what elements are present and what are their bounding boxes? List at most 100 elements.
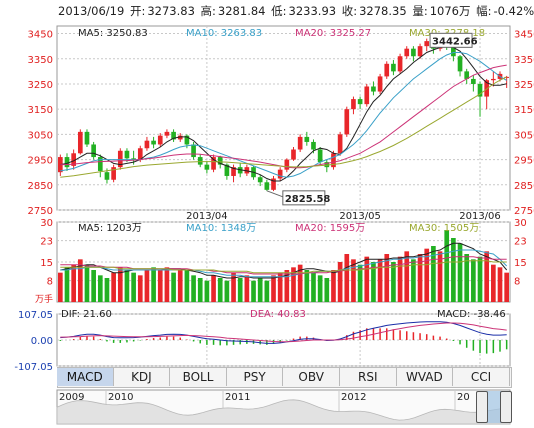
candle-body (211, 157, 216, 170)
volume-bar (244, 275, 250, 302)
candle-body (177, 135, 183, 140)
macd-value-label: MACD: -38.46 (437, 309, 506, 320)
tab-macd[interactable]: MACD (57, 368, 114, 386)
candle-body (337, 134, 343, 154)
volume-bar (404, 251, 410, 302)
macd-axis-tick: 0.00 (31, 336, 53, 347)
volume-bar (124, 270, 130, 302)
volume-bar (504, 272, 510, 302)
volume-bar (417, 254, 423, 302)
candle-body (284, 159, 290, 170)
volume-bar (331, 270, 336, 302)
candle-body (231, 167, 236, 176)
overview-year-label: 2010 (108, 392, 133, 403)
high-label: 高: (200, 4, 216, 18)
price-axis-tick-right: 3250 (514, 80, 534, 91)
volume-bar (431, 246, 436, 302)
candle-body (117, 150, 123, 168)
volume-bar (317, 275, 323, 302)
tab-kdj[interactable]: KDJ (114, 368, 171, 386)
candle-body (264, 182, 270, 190)
price-ma5-line (60, 45, 507, 182)
tab-boll[interactable]: BOLL (170, 368, 227, 386)
candle-body (451, 46, 456, 57)
price-ma-legend: MA5: 3250.83 (78, 28, 148, 39)
candle-body (331, 153, 336, 168)
volume-axis-tick-right: 8 (514, 277, 520, 288)
high-marker-box (429, 32, 473, 48)
overview-year-label: 20 (457, 392, 470, 403)
volume-bar (497, 267, 503, 302)
tab-wvad[interactable]: WVAD (397, 368, 454, 386)
candle-body (224, 164, 230, 176)
candle-body (97, 157, 103, 171)
volume-bar (371, 262, 376, 302)
candle-body (197, 157, 203, 165)
volume-ma-legend: MA5: 1203万 (78, 223, 142, 234)
volume-bar (491, 264, 496, 302)
price-axis-tick-right: 3150 (514, 105, 534, 116)
tab-psy[interactable]: PSY (227, 368, 284, 386)
candle-body (297, 136, 303, 150)
candle-body (424, 41, 430, 47)
candle-body (371, 86, 376, 92)
volume-bar (477, 256, 483, 302)
volume-bar (77, 259, 83, 302)
macd-axis-tick: -107.05 (14, 362, 53, 373)
price-axis-tick-left: 3350 (28, 55, 53, 66)
volume-bar (131, 272, 136, 302)
tab-obv[interactable]: OBV (283, 368, 340, 386)
volume-ma-legend: MA30: 1505万 (409, 223, 479, 234)
volume-label: 量: (412, 4, 428, 18)
close-label: 收: (341, 4, 358, 18)
volume-axis-tick-left: 15 (40, 258, 53, 269)
volume-bar (471, 259, 476, 302)
volume-bar (257, 278, 263, 302)
candle-body (457, 56, 463, 72)
candle-body (304, 136, 310, 142)
candle-body (164, 131, 170, 136)
candle-body (477, 83, 483, 97)
price-axis-tick-right: 2750 (514, 206, 534, 217)
volume-bar (284, 270, 290, 302)
candle-body (124, 150, 130, 159)
volume-bar (191, 275, 196, 302)
volume-bar (397, 256, 403, 302)
price-axis-tick-right: 2950 (514, 156, 534, 167)
candle-body (404, 48, 410, 57)
price-ma-legend: MA20: 3325.27 (295, 28, 371, 39)
volume-bar (364, 256, 370, 302)
candle-body (397, 56, 403, 72)
volume-bar (291, 267, 296, 302)
volume-bar (137, 275, 143, 302)
volume-bar (164, 267, 170, 302)
volume-axis-tick-left: 30 (40, 218, 53, 229)
low-marker-box (282, 190, 326, 206)
volume-bar (457, 243, 463, 302)
volume-axis-tick-right: 15 (514, 258, 527, 269)
volume-bar (231, 272, 236, 302)
price-ma-legend: MA10: 3263.83 (186, 28, 262, 39)
volume-bar (337, 262, 343, 302)
volume-ma30-line (60, 260, 507, 274)
volume-bar (251, 280, 256, 302)
volume-bar (157, 270, 163, 302)
tab-rsi[interactable]: RSI (340, 368, 397, 386)
candle-body (391, 63, 396, 72)
candle-body (144, 140, 150, 149)
date-axis-label: 2013/06 (459, 211, 501, 222)
volume-bar (277, 272, 283, 302)
candle-body (384, 63, 390, 77)
volume-ma-legend: MA10: 1348万 (186, 223, 256, 234)
volume-bar (344, 254, 350, 302)
volume-bar (451, 238, 456, 302)
price-axis-tick-right: 2850 (514, 181, 534, 192)
volume-bar (264, 280, 270, 302)
date-axis-label: 2013/04 (186, 211, 228, 222)
tab-cci[interactable]: CCI (453, 368, 510, 386)
volume-axis-tick-left: 23 (40, 237, 53, 248)
candle-body (417, 46, 423, 57)
overview-left-handle[interactable] (476, 391, 488, 423)
overview-right-handle[interactable] (500, 391, 512, 423)
